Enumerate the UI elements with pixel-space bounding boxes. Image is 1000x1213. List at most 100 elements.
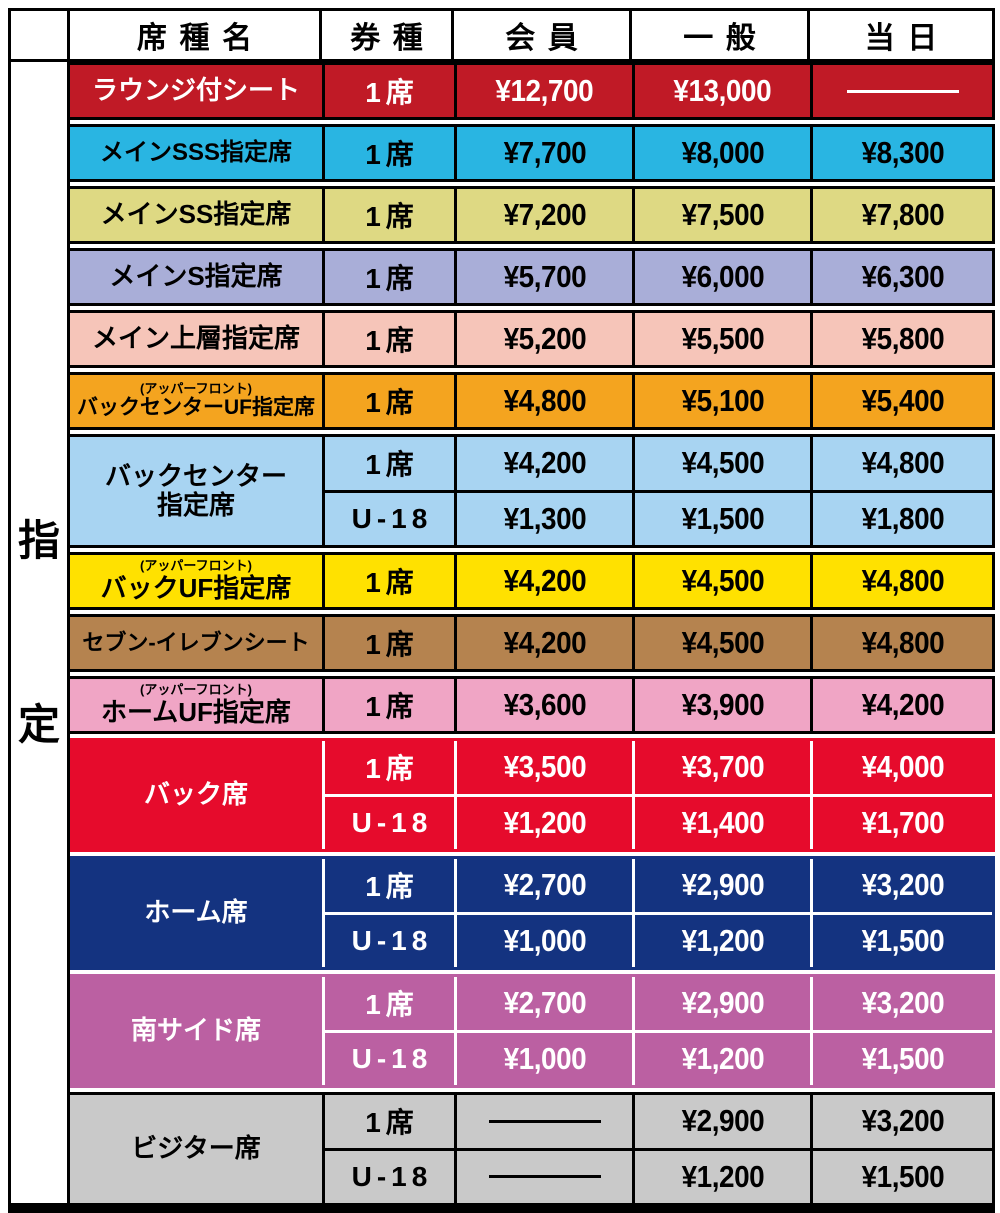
seat-name-cell: メインS指定席 [70,251,322,303]
ticket-type-label: 1席 [365,629,419,660]
header-general-label: 一般 [683,22,769,55]
ticket-type-cell: 1席 [322,617,454,669]
day-price-cell: ¥1,700 [810,796,992,849]
seat-name-cell: セブン-イレブンシート [70,617,322,669]
general-price-cell: ¥13,000 [632,65,810,117]
price-value: ¥5,500 [681,321,764,356]
price-value: ¥7,800 [861,197,944,232]
seat-name: メインSS指定席 [100,199,292,230]
member-price-cell: ¥1,000 [454,1032,632,1085]
price-value: ¥3,200 [861,867,944,903]
general-price-cell: ¥6,000 [632,251,810,303]
header-member: 会員 [454,8,632,62]
price-value: ¥8,000 [681,135,764,170]
seat-block: ビジター席 1席 ¥2,900 ¥3,200 U-18 ¥1,200 ¥1,500 [70,1092,995,1206]
price-value: ¥1,500 [681,500,764,536]
side-label-char: 指 [17,516,60,564]
seat-name-cell: バックセンター 指定席 [70,437,322,545]
price-value: ¥6,300 [861,259,944,294]
ticket-type-label: 1席 [365,387,419,418]
member-price-cell: ¥1,300 [454,492,632,545]
ticket-type-label: 1席 [365,691,419,722]
ticket-type-cell: 1席 [322,555,454,607]
ticket-type-label: 1席 [365,1107,419,1139]
price-value: ¥7,200 [503,197,586,232]
ticket-type-label: 1席 [365,871,419,903]
day-price-cell: ¥4,800 [810,555,992,607]
fare-rows: 1席 ¥7,700 ¥8,000 ¥8,300 [322,127,992,179]
seat-name-cell: (アッパーフロント) バックUF指定席 [70,555,322,607]
day-price-cell [810,65,992,117]
side-label-char: 定 [17,700,60,748]
seat-name-sublabel: (アッパーフロント) [140,682,252,698]
seat-block: メインS指定席 1席 ¥5,700 ¥6,000 ¥6,300 [70,248,995,306]
fare-rows: 1席 ¥3,600 ¥3,900 ¥4,200 [322,679,992,731]
fare-row: 1席 ¥4,800 ¥5,100 ¥5,400 [322,375,992,427]
ticket-type-cell: 1席 [322,375,454,427]
general-price-cell: ¥3,700 [632,741,810,794]
fare-rows: 1席 ¥4,200 ¥4,500 ¥4,800 U-18 ¥1,300 ¥1,500 ¥1,8… [322,437,992,545]
price-value: ¥4,500 [681,563,764,598]
seat-name-cell: ビジター席 [70,1095,322,1203]
ticket-type-label: 1席 [365,989,419,1021]
ticket-type-cell: 1席 [322,251,454,303]
price-value: ¥5,200 [503,321,586,356]
price-value: ¥1,800 [861,500,944,536]
price-value: ¥4,200 [503,563,586,598]
ticket-type-cell: 1席 [322,127,454,179]
seat-name: バックUF指定席 [100,572,292,603]
price-value: ¥1,500 [861,1040,944,1076]
general-price-cell: ¥2,900 [632,1095,810,1148]
general-price-cell: ¥8,000 [632,127,810,179]
ticket-type-label: 1席 [365,263,419,294]
ticket-price-table: 席種名 券種 会員 一般 当日 指定 ラウンジ付シート 1席 ¥12,700 ¥13,… [8,8,995,1213]
ticket-type-label: 1席 [365,567,419,598]
price-value: ¥1,700 [861,804,944,840]
price-value: ¥12,700 [495,73,594,108]
price-value: ¥4,200 [503,445,586,481]
seat-name: セブン-イレブンシート [82,629,310,655]
fare-rows: 1席 ¥4,200 ¥4,500 ¥4,800 [322,617,992,669]
price-value: ¥3,200 [861,985,944,1021]
no-price-dash [846,89,959,93]
day-price-cell: ¥4,000 [810,741,992,794]
day-price-cell: ¥1,500 [810,914,992,967]
price-value: ¥5,400 [861,383,944,418]
seat-name: ラウンジ付シート [91,75,300,106]
general-price-cell: ¥1,200 [632,914,810,967]
member-price-cell: ¥7,700 [454,127,632,179]
seat-block: メイン上層指定席 1席 ¥5,200 ¥5,500 ¥5,800 [70,310,995,368]
ticket-type-cell: U-18 [322,914,454,967]
price-value: ¥1,200 [681,1158,764,1194]
price-value: ¥7,500 [681,197,764,232]
seat-name: 南サイド席 [130,1015,261,1046]
price-value: ¥3,700 [681,749,764,785]
seat-name: バックセンター 指定席 [104,460,287,520]
fare-row: 1席 ¥2,700 ¥2,900 ¥3,200 [322,859,992,912]
price-value: ¥4,800 [503,383,586,418]
member-price-cell [454,1150,632,1203]
member-price-cell: ¥4,200 [454,555,632,607]
table-body: 指定 ラウンジ付シート 1席 ¥12,700 ¥13,000 メインSSS指定席 1席 ¥7… [8,62,995,1206]
seat-name-sublabel: (アッパーフロント) [140,381,252,397]
header-day-label: 当日 [864,22,950,55]
seat-name-cell: 南サイド席 [70,977,322,1085]
ticket-type-cell: 1席 [322,437,454,490]
seat-block: メインSS指定席 1席 ¥7,200 ¥7,500 ¥7,800 [70,186,995,244]
fare-row: 1席 ¥4,200 ¥4,500 ¥4,800 [322,617,992,669]
day-price-cell: ¥4,800 [810,617,992,669]
price-value: ¥4,500 [681,445,764,481]
day-price-cell: ¥4,800 [810,437,992,490]
seat-block: (アッパーフロント) ホームUF指定席 1席 ¥3,600 ¥3,900 ¥4,200 [70,676,995,734]
ticket-type-label: U-18 [351,806,433,838]
price-value: ¥4,000 [861,749,944,785]
day-price-cell: ¥3,200 [810,859,992,912]
ticket-type-cell: 1席 [322,741,454,794]
seat-block: 南サイド席 1席 ¥2,700 ¥2,900 ¥3,200 U-18 ¥1,000 ¥1,20… [70,974,995,1088]
fare-rows: 1席 ¥5,200 ¥5,500 ¥5,800 [322,313,992,365]
seat-name-cell: (アッパーフロント) ホームUF指定席 [70,679,322,731]
fare-row: U-18 ¥1,000 ¥1,200 ¥1,500 [322,1029,992,1085]
member-price-cell: ¥5,700 [454,251,632,303]
price-value: ¥3,500 [503,749,586,785]
member-price-cell: ¥3,500 [454,741,632,794]
